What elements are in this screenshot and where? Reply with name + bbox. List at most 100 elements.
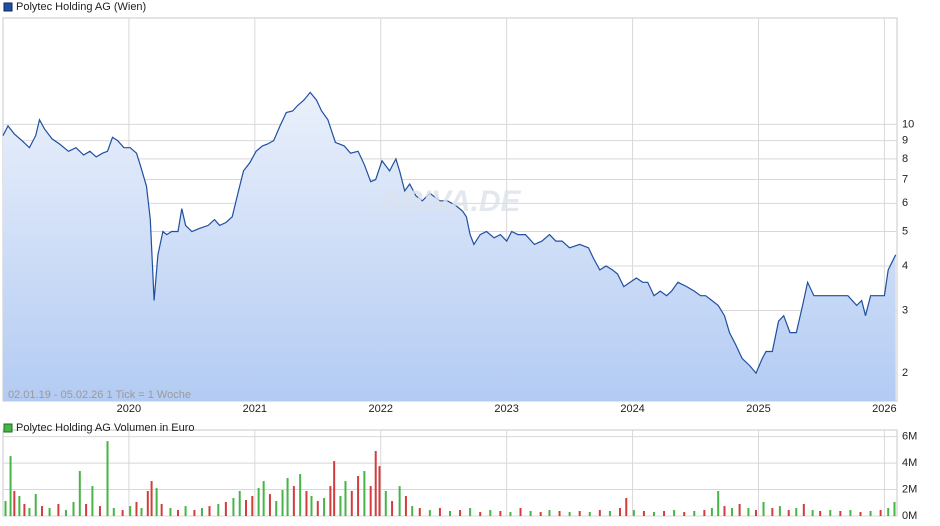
volume-bar [588,512,591,516]
volume-bar [787,510,790,516]
volume-bar [731,508,734,516]
volume-bar [625,498,628,516]
volume-bar [146,490,149,516]
volume-bar [747,508,750,516]
volume-bar [106,441,109,516]
volume-bar [598,510,601,516]
volume-bar [459,510,462,516]
volume-bar [558,510,561,516]
x-tick-label: 2025 [746,403,770,415]
volume-bar [548,510,551,516]
y-tick-label: 7 [902,173,908,185]
range-note: 02.01.19 - 05.02.26 1 Tick = 1 Woche [8,389,191,401]
volume-bar [64,510,67,516]
volume-bar [608,510,611,516]
volume-bar [887,508,890,516]
y-tick-label: 0M [902,510,917,522]
volume-bar [618,508,621,516]
volume-bar [350,490,353,516]
volume-bar [693,510,696,516]
volume-bar [663,510,666,516]
volume-bar [384,490,387,516]
volume-bar [762,501,765,516]
volume-bar [802,503,805,516]
volume-bar [57,503,60,516]
volume-bar [177,510,180,516]
volume-bar [72,501,75,516]
volume-bar [754,510,757,516]
volume-bar [710,508,713,516]
volume-bar [374,451,377,516]
volume-bar [539,512,542,516]
volume-bar [509,512,512,516]
volume-bar [428,510,431,516]
y-tick-label: 6M [902,431,917,443]
volume-bar [489,510,492,516]
volume-bar [286,478,289,516]
volume-bar [323,498,326,516]
volume-bar [310,496,313,516]
volume-bar [819,510,822,516]
volume-bar [232,498,235,516]
y-tick-label: 8 [902,153,908,165]
x-tick-label: 2022 [369,403,393,415]
volume-bar [281,490,284,516]
volume-bar [778,506,781,516]
volume-bar [529,510,532,516]
volume-bar [642,510,645,516]
volume-bar [299,474,302,516]
volume-bar [879,510,882,516]
volume-bar [369,486,372,516]
volume-bar [257,488,260,516]
volume-bar [329,486,332,516]
volume-bar [738,503,741,516]
volume-bar [4,501,7,516]
volume-bar [829,510,832,516]
x-tick-label: 2026 [872,403,896,415]
y-tick-label: 2 [902,367,908,379]
y-tick-label: 4M [902,457,917,469]
volume-bar [78,471,81,516]
volume-bar [893,501,896,516]
volume-bar [869,510,872,516]
volume-bar [34,494,37,516]
volume-bar [859,512,862,516]
volume-bar [169,508,172,516]
volume-bar [632,510,635,516]
volume-bar [339,496,342,516]
volume-bar [398,486,401,516]
layer: 2 3 4 5 6 7 8 9 10 2020 2021 2022 2023 2024 2025 2026 0M… [2,18,917,522]
volume-bar [98,506,101,516]
volume-bar [479,512,482,516]
volume-bar [568,512,571,516]
volume-bar [41,506,44,516]
volume-bar [391,501,394,516]
volume-bar [238,490,241,516]
volume-bar [839,510,842,516]
volume-bar [262,481,265,516]
volume-bar [404,496,407,516]
watermark: ARIVA.DE [378,185,521,218]
y-tick-label: 2M [902,483,917,495]
volume-bar [217,503,220,516]
volume-bar [683,512,686,516]
volume-bar [224,501,227,516]
volume-bar [344,481,347,516]
volume-bar [155,488,158,516]
volume-bar [438,508,441,516]
volume-bar [811,510,814,516]
volume-bar [208,506,211,516]
volume-bar [363,471,366,516]
volume-bar [48,508,51,516]
legend-swatch [3,2,13,12]
volume-bar [771,508,774,516]
volume-bar [469,508,472,516]
volume-bar [305,490,308,516]
volume-bar [292,486,295,516]
volume-bar [519,508,522,516]
volume-bar [135,501,138,516]
volume-bar [268,494,271,516]
volume-bar [251,496,254,516]
volume-bar [121,510,124,516]
volume-bar [91,486,94,516]
